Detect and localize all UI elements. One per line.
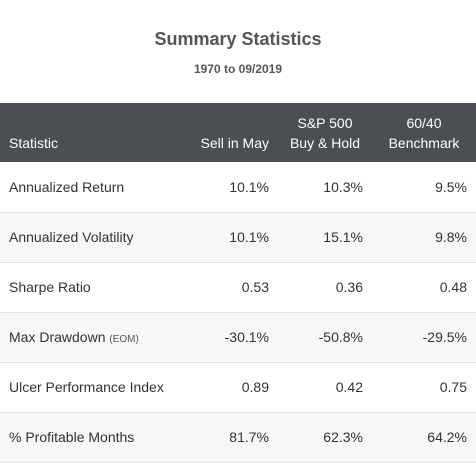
- column-header-benchmark: 60/40 Benchmark: [372, 103, 476, 162]
- column-header-statistic: Statistic: [0, 103, 185, 162]
- column-header-line1: 60/40: [406, 115, 442, 131]
- cell-sp500: 15.1%: [323, 229, 363, 245]
- table-row: Annualized Volatility 10.1% 15.1% 9.8%: [0, 212, 476, 262]
- column-header-sp500: S&P 500 Buy & Hold: [278, 103, 372, 162]
- cell-benchmark: 9.5%: [435, 178, 467, 195]
- row-label-text: Ulcer Performance Index: [9, 379, 164, 395]
- cell-benchmark: 0.75: [439, 379, 467, 395]
- row-label: Sharpe Ratio: [0, 262, 185, 312]
- cell-sell-in-may: -30.1%: [224, 329, 269, 345]
- cell-sp500: 10.3%: [323, 178, 363, 195]
- page-title: Summary Statistics: [154, 29, 322, 49]
- column-header-line1: S&P 500: [297, 115, 353, 131]
- cell-sell-in-may: 81.7%: [229, 429, 269, 445]
- table-body: Annualized Return 10.1% 10.3% 9.5% Annua…: [0, 162, 476, 462]
- table-header: Statistic Sell in May S&P 500 Buy & Hold…: [0, 103, 476, 162]
- cell-sell-in-may: 10.1%: [229, 229, 269, 245]
- cell-sp500: -50.8%: [318, 329, 363, 345]
- header-row: Statistic Sell in May S&P 500 Buy & Hold…: [0, 103, 476, 162]
- row-label-text: Annualized Volatility: [9, 229, 134, 245]
- column-header-line2: Statistic: [9, 135, 59, 151]
- row-label-text: % Profitable Months: [9, 429, 135, 445]
- row-label: % Profitable Months: [0, 412, 185, 462]
- table-row: % Profitable Months 81.7% 62.3% 64.2%: [0, 412, 476, 462]
- row-label-note: (EOM): [109, 334, 139, 345]
- row-label: Annualized Volatility: [0, 212, 185, 262]
- column-header-line2: Sell in May: [200, 135, 269, 151]
- row-label: Ulcer Performance Index: [0, 362, 185, 412]
- cell-sp500: 0.36: [335, 279, 363, 295]
- cell-sp500: 62.3%: [323, 429, 363, 445]
- table-row: Sharpe Ratio 0.53 0.36 0.48: [0, 262, 476, 312]
- statistics-table: Statistic Sell in May S&P 500 Buy & Hold…: [0, 103, 476, 463]
- column-header-sell-in-may: Sell in May: [185, 103, 278, 162]
- table-row: Max Drawdown (EOM) -30.1% -50.8% -29.5%: [0, 312, 476, 362]
- row-label: Annualized Return: [0, 162, 185, 212]
- row-label-text: Max Drawdown: [9, 329, 106, 345]
- row-label-text: Sharpe Ratio: [9, 279, 91, 295]
- row-label-text: Annualized Return: [9, 178, 125, 195]
- row-label: Max Drawdown (EOM): [0, 312, 185, 362]
- cell-sell-in-may: 0.89: [241, 379, 269, 395]
- cell-benchmark: 9.8%: [435, 229, 467, 245]
- cell-sell-in-may: 10.1%: [229, 178, 269, 195]
- column-header-line2: Benchmark: [388, 135, 460, 151]
- cell-benchmark: 0.48: [439, 279, 467, 295]
- table-row: Annualized Return 10.1% 10.3% 9.5%: [0, 162, 476, 212]
- cell-benchmark: -29.5%: [422, 329, 467, 345]
- page-subtitle: 1970 to 09/2019: [193, 62, 283, 76]
- table-row: Ulcer Performance Index 0.89 0.42 0.75: [0, 362, 476, 412]
- cell-sp500: 0.42: [335, 379, 363, 395]
- cell-benchmark: 64.2%: [427, 429, 467, 445]
- column-header-line2: Buy & Hold: [289, 135, 361, 151]
- cell-sell-in-may: 0.53: [241, 279, 269, 295]
